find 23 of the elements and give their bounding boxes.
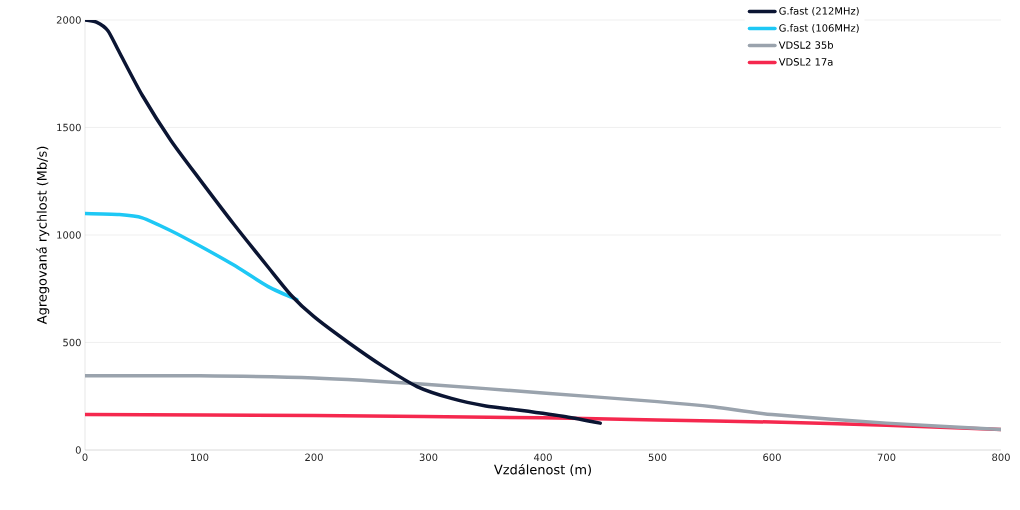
x-tick-label: 200 [305,453,323,462]
y-tick-label: 500 [63,338,81,347]
line-series [85,373,1002,432]
x-tick-label: 300 [419,453,438,462]
x-axis-title: Vzdálenost (m) [494,463,591,476]
y-axis-title: Agregovaná rychlost (Mb/s) [36,146,50,325]
x-tick-label: 600 [763,453,781,462]
x-tick-label: 800 [992,453,1010,462]
y-tick-label: 1500 [57,123,81,132]
legend-label: VDSL2 17a [778,58,833,66]
x-tick-label: 400 [533,453,552,462]
x-tick-label: 100 [191,453,209,462]
legend-label: G.fast (106MHz) [779,24,859,33]
y-tick-label: 2000 [56,16,81,24]
x-tick-label: 700 [877,453,896,462]
line-series [85,211,299,302]
line-series [85,20,602,425]
y-tick-label: 0 [75,446,81,454]
legend-label: VDSL2 35b [778,41,834,49]
y-tick-label: 1000 [57,231,81,239]
legend-label: G.fast (212MHz) [779,6,859,16]
x-tick-label: 0 [82,453,88,462]
x-tick-label: 500 [648,453,667,462]
